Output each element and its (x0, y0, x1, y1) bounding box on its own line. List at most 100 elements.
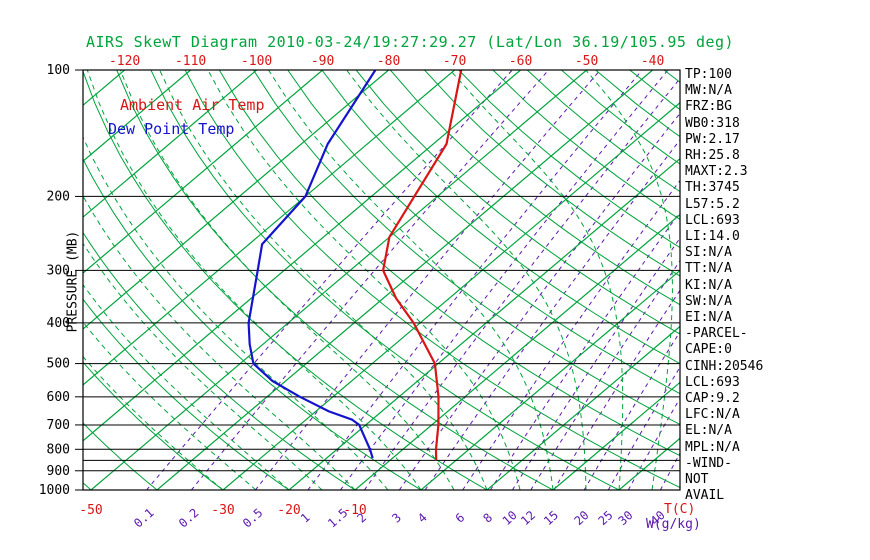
dry-adiabat-line (253, 70, 680, 425)
mixing-ratio-label: 3 (389, 510, 404, 525)
stats-line: WB0:318 (685, 115, 740, 131)
stats-line: FRZ:BG (685, 99, 732, 115)
mixing-ratio-label: 30 (616, 508, 636, 528)
bottom-temp-label: -30 (211, 503, 234, 518)
dry-adiabat-line (287, 70, 680, 395)
dry-adiabat-line (321, 70, 680, 365)
stats-line: -WIND- (685, 455, 732, 471)
top-temp-label: -100 (241, 54, 272, 69)
mixing-ratio-label: 25 (596, 508, 616, 528)
mixing-ratio-line (255, 70, 601, 490)
mixing-ratio-label: 0.1 (131, 506, 156, 531)
mixing-ratio-label: 4 (415, 510, 430, 525)
stats-line: EL:N/A (685, 423, 732, 439)
stats-line: MPL:N/A (685, 439, 740, 455)
mixing-ratio-axis-title: W(g/kg) (646, 517, 701, 532)
pressure-label: 100 (47, 63, 70, 78)
dry-adiabat-line (218, 70, 680, 457)
stats-line: TT:N/A (685, 261, 732, 277)
temp-axis-title: T(C) (664, 502, 696, 517)
moist-adiabat-line (119, 70, 455, 490)
isotherm-line (222, 101, 680, 490)
stats-line: AVAIL (685, 488, 725, 504)
isotherm-line (486, 325, 680, 490)
stats-line: MAXT:2.3 (685, 164, 748, 180)
isotherm-line (83, 70, 455, 386)
stats-line: EI:N/A (685, 310, 732, 326)
isotherm-line (354, 213, 680, 490)
isotherm-line (83, 70, 257, 218)
pressure-label: 1000 (39, 483, 70, 498)
pressure-label: 700 (47, 418, 70, 433)
dry-adiabat-line (83, 158, 422, 490)
pressure-axis-title: PRESSURE (MB) (65, 230, 81, 333)
bottom-temp-label: -50 (79, 503, 102, 518)
mixing-ratio-label: 8 (480, 510, 495, 525)
isotherm-line (83, 70, 191, 162)
stats-line: TH:3745 (685, 180, 740, 196)
chart-title: AIRS SkewT Diagram 2010-03-24/19:27:29.2… (86, 33, 735, 51)
legend-dew-point-temp: Dew Point Temp (108, 120, 235, 138)
top-temp-label: -60 (509, 54, 532, 69)
bottom-temp-label: -10 (343, 503, 366, 518)
stats-line: MW:N/A (685, 83, 732, 99)
stats-line: LCL:693 (685, 374, 740, 390)
stats-line: LFC:N/A (685, 407, 740, 423)
mixing-ratio-label: 15 (541, 508, 561, 528)
stats-line: L57:5.2 (685, 196, 740, 212)
dry-adiabat-line (492, 70, 680, 220)
isotherm-line (83, 70, 521, 442)
isotherm-line (83, 70, 389, 330)
isotherm-line (420, 269, 680, 490)
temperature-profile-line (382, 70, 463, 461)
dewpoint-profile-line (247, 70, 377, 459)
plot-border (82, 69, 681, 491)
stats-line: TP:100 (685, 67, 732, 82)
legend-ambient-air-temp: Ambient Air Temp (120, 96, 265, 114)
stats-line: KI:N/A (685, 277, 732, 293)
stats-line: PW:2.17 (685, 131, 740, 147)
top-temp-label: -50 (575, 54, 598, 69)
pressure-label: 600 (47, 390, 70, 405)
pressure-label: 800 (47, 442, 70, 457)
stats-line: RH:25.8 (685, 148, 740, 164)
pressure-label: 400 (47, 316, 70, 331)
dry-adiabat-line (0, 70, 25, 490)
isotherm-line (156, 70, 653, 490)
mixing-ratio-label: 6 (453, 510, 468, 525)
stats-line: LI:14.0 (685, 229, 740, 245)
stats-line: SI:N/A (685, 245, 732, 261)
top-temp-label: -120 (109, 54, 140, 69)
isotherm-line (751, 70, 870, 490)
top-temp-label: -40 (641, 54, 664, 69)
moist-adiabat-line (83, 242, 323, 490)
mixing-ratio-label: 0.5 (240, 506, 265, 531)
mixing-ratio-line (307, 70, 643, 490)
bottom-temp-label: -20 (277, 503, 300, 518)
mixing-ratio-label: 20 (571, 508, 591, 528)
top-temp-label: -80 (377, 54, 400, 69)
isotherm-line (90, 70, 587, 490)
moist-adiabat-line (346, 70, 587, 490)
mixing-ratio-line (398, 112, 680, 490)
dry-adiabat-line (424, 70, 680, 277)
pressure-label: 900 (47, 464, 70, 479)
mixing-ratio-label: 10 (500, 508, 520, 528)
stats-line: SW:N/A (685, 293, 732, 309)
pressure-label: 500 (47, 357, 70, 372)
top-temp-label: -110 (175, 54, 206, 69)
isotherm-line (552, 381, 680, 490)
top-temp-label: -70 (443, 54, 466, 69)
isotherm-line (288, 157, 680, 490)
stats-line: -PARCEL- (685, 326, 748, 342)
dry-adiabat-line (355, 70, 680, 335)
isotherm-line (83, 70, 323, 274)
mixing-ratio-label: 0.2 (176, 506, 201, 531)
stats-line: CAPE:0 (685, 342, 732, 358)
mixing-ratio-label: 1 (298, 510, 313, 525)
stats-panel: TP:100 MW:N/A FRZ:BG WB0:318 PW:2.17 RH:25.8 M… (685, 67, 763, 504)
mixing-ratio-label: 2 (354, 510, 369, 525)
pressure-label: 300 (47, 263, 70, 278)
top-temp-label: -90 (311, 54, 334, 69)
